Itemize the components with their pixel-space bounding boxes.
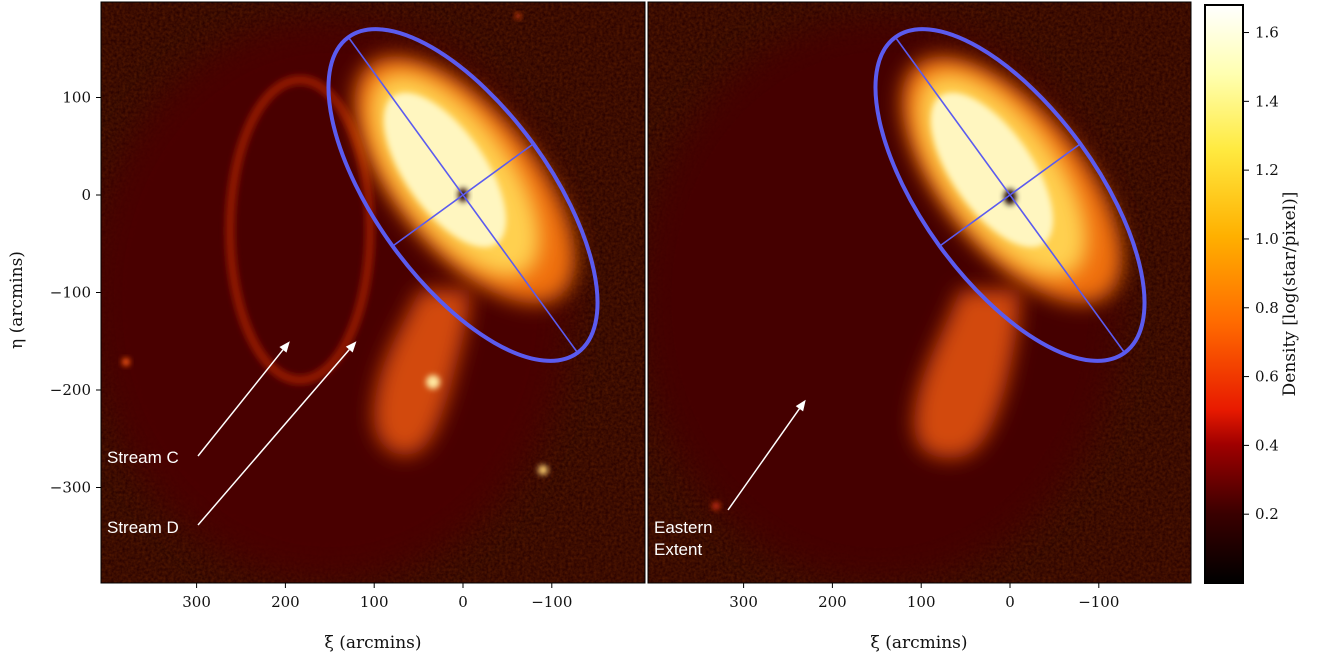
colorbar-tick-label: 0.8 bbox=[1255, 299, 1279, 317]
right-x-axis-label: ξ (arcmins) bbox=[870, 633, 967, 653]
left-x-ticks: 300 200 100 0 −100 bbox=[182, 583, 572, 611]
y-axis-label: η (arcmins) bbox=[7, 251, 27, 349]
x-tick-label: 300 bbox=[729, 593, 758, 611]
y-tick-label: −300 bbox=[50, 479, 91, 497]
x-tick-label: 200 bbox=[818, 593, 847, 611]
minor-axis-line bbox=[392, 143, 534, 247]
annotation-arrowhead bbox=[795, 399, 806, 412]
left-annotations: Stream C Stream D bbox=[107, 341, 357, 537]
colorbar-tick-label: 0.6 bbox=[1255, 368, 1279, 386]
colorbar-tick-label: 1.2 bbox=[1255, 161, 1279, 179]
colorbar-ticks: 1.6 1.4 1.2 1.0 0.8 0.6 0.4 0.2 bbox=[1243, 24, 1279, 523]
colorbar-tick-label: 1.0 bbox=[1255, 230, 1279, 248]
right-x-ticks: 300 200 100 0 −100 bbox=[729, 583, 1119, 611]
x-tick-label: 0 bbox=[458, 593, 468, 611]
right-panel: 300 200 100 0 −100 Eastern Extent ξ (arcmins) bbox=[647, 1, 1192, 653]
left-heatmap bbox=[101, 2, 645, 583]
left-panel: 300 200 100 0 −100 100 0 −100 −200 −300 Stream C… bbox=[7, 1, 646, 653]
annotation-arrow bbox=[197, 349, 284, 457]
colorbar-tick-label: 1.4 bbox=[1255, 92, 1279, 110]
right-heatmap bbox=[648, 2, 1191, 583]
annotation-arrow bbox=[727, 408, 801, 511]
annotation-label: Stream D bbox=[107, 518, 179, 537]
left-x-axis-label: ξ (arcmins) bbox=[324, 633, 421, 653]
annotation-arrowhead bbox=[279, 341, 290, 353]
y-tick-label: −100 bbox=[50, 284, 91, 302]
x-tick-label: 100 bbox=[360, 593, 389, 611]
right-frame bbox=[647, 1, 1192, 584]
x-tick-label: 200 bbox=[271, 593, 300, 611]
left-ellipse bbox=[326, 27, 600, 363]
minor-axis-line bbox=[939, 143, 1081, 247]
colorbar-gradient bbox=[1204, 4, 1244, 584]
x-tick-label: −100 bbox=[1078, 593, 1119, 611]
x-tick-label: 100 bbox=[907, 593, 936, 611]
colorbar-label: Density [log(star/pixel)] bbox=[1280, 192, 1300, 397]
right-annotations: Eastern Extent bbox=[654, 399, 806, 559]
annotation-arrow bbox=[197, 349, 350, 526]
annotation-label: Eastern Extent bbox=[654, 518, 713, 559]
colorbar-tick-label: 0.4 bbox=[1255, 436, 1279, 454]
colorbar: 1.6 1.4 1.2 1.0 0.8 0.6 0.4 0.2 Density [log(st… bbox=[1204, 4, 1300, 584]
x-tick-label: 0 bbox=[1005, 593, 1015, 611]
right-ellipse bbox=[873, 27, 1147, 363]
x-tick-label: −100 bbox=[531, 593, 572, 611]
y-tick-label: 100 bbox=[62, 89, 91, 107]
annotation-label: Stream C bbox=[107, 448, 179, 467]
colorbar-tick-label: 0.2 bbox=[1255, 505, 1279, 523]
annotation-arrowhead bbox=[345, 341, 357, 353]
colorbar-tick-label: 1.6 bbox=[1255, 24, 1279, 42]
y-tick-label: 0 bbox=[81, 186, 91, 204]
x-tick-label: 300 bbox=[182, 593, 211, 611]
y-tick-label: −200 bbox=[50, 381, 91, 399]
left-y-ticks: 100 0 −100 −200 −300 bbox=[50, 89, 101, 497]
